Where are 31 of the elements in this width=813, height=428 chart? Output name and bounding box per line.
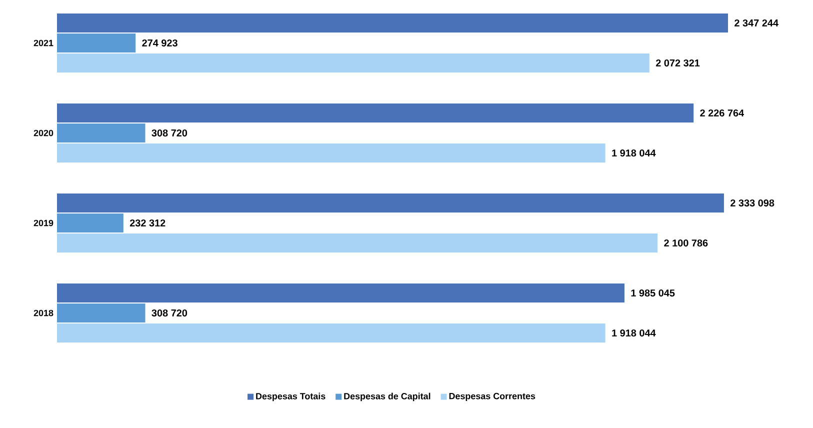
bar xyxy=(57,324,606,342)
legend-label: Despesas Correntes xyxy=(449,392,536,402)
y-tick-label: 2020 xyxy=(34,130,54,136)
data-label: 2 072 321 xyxy=(656,59,700,67)
bar xyxy=(57,33,136,52)
bar xyxy=(57,284,624,302)
y-tick-label: 2019 xyxy=(34,220,54,226)
data-label: 2 333 098 xyxy=(730,199,774,207)
bar xyxy=(57,234,658,252)
data-label: 2 100 786 xyxy=(664,239,708,247)
y-tick-label: 2018 xyxy=(34,310,54,316)
data-label: 232 312 xyxy=(130,219,166,227)
bar xyxy=(57,214,124,232)
data-label: 308 720 xyxy=(152,309,188,317)
data-label: 1 918 044 xyxy=(612,329,656,337)
legend-label: Despesas Totais xyxy=(256,392,326,402)
bar xyxy=(57,194,724,212)
data-label: 1 985 045 xyxy=(631,289,675,297)
y-tick-label: 2021 xyxy=(34,40,54,46)
bar xyxy=(57,124,146,142)
bar xyxy=(57,13,728,32)
data-label: 274 923 xyxy=(142,39,178,47)
bar xyxy=(57,304,146,322)
data-label: 1 918 044 xyxy=(612,149,656,157)
data-label: 2 347 244 xyxy=(734,19,778,27)
bar xyxy=(57,144,606,162)
data-label: 2 226 764 xyxy=(700,109,744,117)
bar xyxy=(57,103,694,122)
data-label: 308 720 xyxy=(152,129,188,137)
bar xyxy=(57,54,650,72)
legend-label: Despesas de Capital xyxy=(344,392,430,402)
